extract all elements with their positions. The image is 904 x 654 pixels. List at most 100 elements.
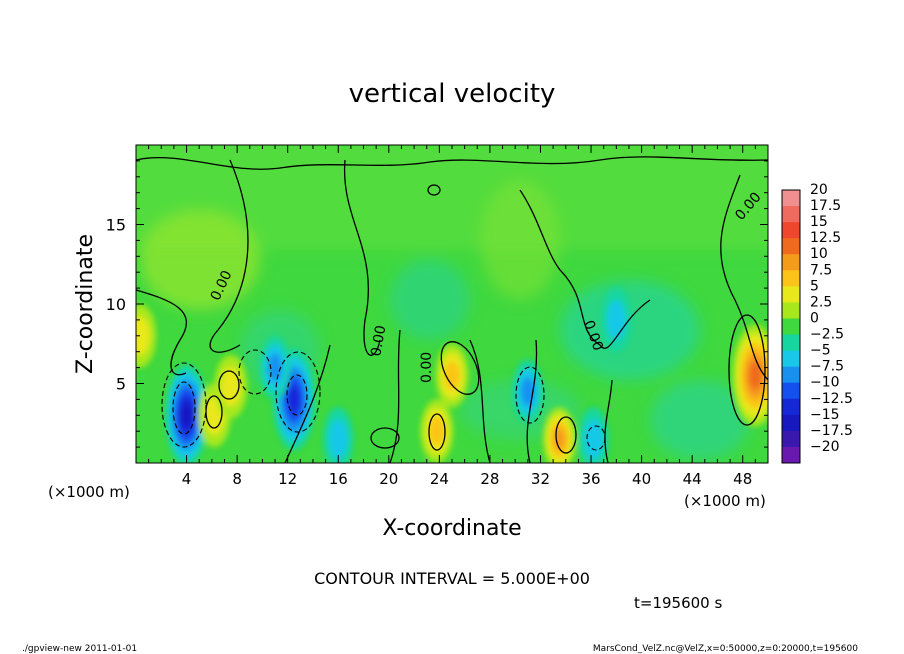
colorbar-swatch	[782, 382, 800, 400]
cyan-region-mid	[390, 260, 470, 340]
field-feature-10-level-2	[429, 417, 445, 446]
colorbar-swatch	[782, 414, 800, 432]
colorbar-swatch	[782, 222, 800, 239]
x-tick-label: 44	[683, 470, 702, 488]
neg-contour-c	[275, 351, 321, 433]
contour-zero-b	[209, 159, 249, 353]
x-tick-label: 4	[182, 470, 192, 488]
field-feature-5-level-1	[328, 419, 348, 459]
chart-title: vertical velocity	[349, 79, 556, 109]
contour-zero-i	[526, 339, 538, 463]
field-feature-8-level-3	[553, 428, 566, 451]
contour-zero-g	[389, 329, 401, 463]
colorbar-label: −10	[810, 375, 840, 391]
x-tick-label: 20	[379, 470, 398, 488]
contour-ring-c	[428, 413, 446, 451]
contour-ring-e	[728, 314, 766, 426]
x-tick-label: 8	[232, 470, 242, 488]
contour-zero-e	[720, 174, 768, 381]
contour-zero-c	[343, 159, 381, 356]
footer-right: MarsCond_VelZ.nc@VelZ,x=0:50000,z=0:2000…	[593, 644, 858, 654]
colorbar-label: 15	[810, 214, 828, 230]
colorbar-swatch	[782, 254, 800, 271]
footer-left: ./gpview-new 2011-01-01	[22, 644, 137, 654]
colorbar-label: 5	[810, 278, 819, 294]
contour-lines	[136, 156, 768, 463]
contour-label-3: 0.00	[419, 352, 435, 383]
colorbar-label: −20	[810, 439, 840, 455]
field-feature-6-level-1	[606, 300, 626, 340]
x-tick-label: 28	[480, 470, 499, 488]
colorbar-label: 0	[810, 310, 819, 326]
contour-label-2: 0.00	[368, 324, 389, 357]
negative-contours	[161, 349, 606, 451]
neg-contour-b	[172, 381, 196, 435]
contour-ring-a	[427, 184, 441, 196]
contour-ring-d	[555, 416, 577, 454]
cyan-region-low	[650, 380, 750, 460]
x-tick-label: 40	[632, 470, 651, 488]
colorbar-swatch	[782, 350, 800, 368]
y-axis-label: Z-coordinate	[73, 234, 98, 374]
colorbar-swatch	[782, 238, 800, 255]
colorbar-label: −15	[810, 407, 840, 423]
field-feature-13-level-1	[136, 316, 150, 356]
x-tick-label: 16	[329, 470, 348, 488]
x-axis-label: X-coordinate	[382, 516, 521, 541]
x-tick-label: 36	[581, 470, 600, 488]
field-feature-4-level-1	[584, 419, 603, 459]
colorbar-label: −12.5	[810, 391, 853, 407]
y-tick-label: 10	[106, 295, 126, 314]
colorbar-label: 10	[810, 246, 828, 262]
contour-ring-b	[370, 427, 400, 449]
x-tick-label: 24	[430, 470, 449, 488]
contour-interval-text: CONTOUR INTERVAL = 5.000E+00	[314, 569, 590, 588]
colorbar-swatch	[782, 190, 800, 207]
time-text: t=195600 s	[634, 594, 722, 612]
colorbar-swatch	[782, 334, 800, 352]
colorbar-label: 20	[810, 182, 828, 198]
colorbar-frame	[781, 189, 801, 464]
neg-contour-f	[515, 366, 545, 424]
x-tick-label: 48	[733, 470, 752, 488]
colorbar-swatch	[782, 270, 800, 287]
y-axis: 5 10 15	[106, 160, 768, 448]
x-axis: 4 8 12 16 20 24 28 32 36 40 44 48	[148, 145, 756, 488]
x-unit-right: (×1000 m)	[684, 492, 766, 510]
colorbar: 2017.51512.5107.552.50−2.5−5−7.5−10−12.5…	[781, 182, 853, 464]
colorbar-label: 17.5	[810, 198, 841, 214]
contour-zero-a	[136, 289, 187, 376]
colorbar-swatch	[782, 366, 800, 384]
contour-ring-h	[218, 370, 240, 400]
x-tick-label: 12	[278, 470, 297, 488]
field-feature-7-level-4	[748, 361, 762, 391]
colorbar-swatch	[782, 318, 800, 336]
x-unit-left: (×1000 m)	[48, 483, 130, 501]
colorbar-swatch	[782, 206, 800, 223]
colorbar-swatch	[782, 398, 800, 416]
colorbar-swatch	[782, 286, 800, 303]
colorbar-swatch	[782, 446, 800, 464]
contour-ring-f	[440, 341, 480, 395]
contour-zero-k	[284, 344, 331, 463]
colorbar-label: 7.5	[810, 262, 832, 278]
contour-zero-f	[136, 156, 768, 170]
colorbar-swatch	[782, 302, 800, 319]
field-feature-9-level-2	[444, 361, 460, 390]
light-band-left	[140, 210, 260, 310]
contour-zero-h	[469, 339, 491, 463]
neg-contour-d	[286, 374, 308, 416]
neg-contour-e	[238, 349, 272, 395]
neg-contour-a	[161, 362, 207, 448]
contour-ring-g	[205, 395, 223, 429]
colorbar-label: −17.5	[810, 423, 853, 439]
y-tick-label: 5	[116, 375, 126, 394]
colorbar-label: 2.5	[810, 294, 832, 310]
light-band-mid	[480, 180, 560, 300]
neg-contour-g	[586, 425, 606, 451]
field-feature-12-level-1	[220, 367, 241, 407]
heatmap-field	[136, 145, 768, 463]
field-feature-1-level-4	[287, 384, 301, 414]
contour-zero-d	[519, 189, 651, 349]
